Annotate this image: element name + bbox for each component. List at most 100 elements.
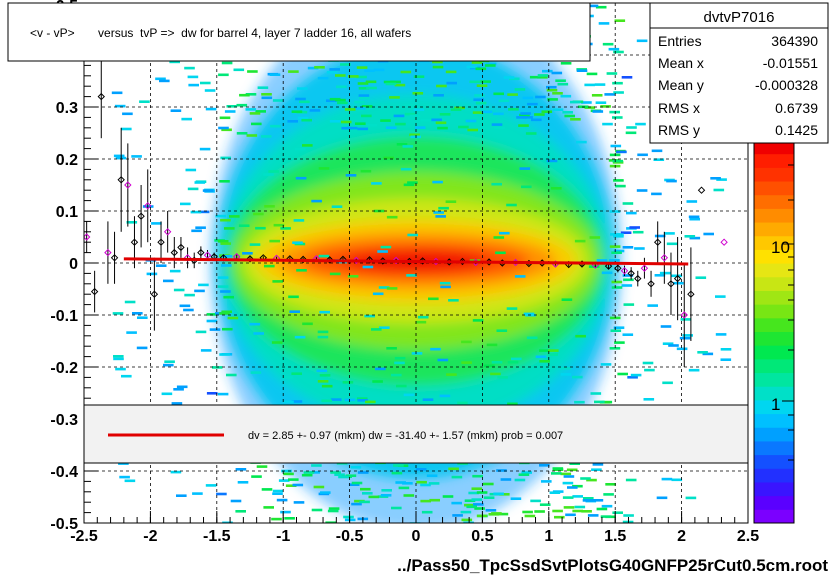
heat-cell (341, 126, 352, 130)
heat-cell (221, 310, 232, 314)
heat-cell (452, 514, 463, 517)
heat-cell (596, 507, 608, 511)
heat-cell (221, 264, 232, 267)
heat-cell (560, 367, 571, 370)
x-axis-title: ../Pass50_TpcSsdSvtPlotsG40GNFP25rCut0.5… (397, 556, 828, 575)
heat-cell (264, 205, 275, 208)
profile-point (697, 186, 706, 194)
heat-cell (582, 499, 594, 502)
heat-cell (111, 91, 123, 95)
heat-cell (151, 222, 162, 225)
heat-cell (340, 63, 351, 66)
heat-cell (644, 368, 655, 372)
heat-cell (594, 83, 606, 86)
heat-cell (587, 4, 599, 8)
heat-cell (378, 286, 390, 289)
heat-cell (493, 492, 504, 496)
heat-cell (426, 474, 438, 477)
heat-cell (612, 159, 624, 163)
heat-cell (155, 77, 166, 81)
heat-cell (386, 287, 398, 290)
profile-marker (667, 280, 675, 288)
heat-cell (463, 521, 474, 523)
heat-cell (676, 347, 688, 351)
heat-cell (566, 468, 578, 472)
heat-cell (318, 167, 330, 170)
heat-cell (609, 259, 620, 262)
profile-marker (365, 256, 374, 264)
heat-cell (451, 475, 463, 479)
heat-cell (389, 96, 400, 99)
heat-cell (581, 101, 592, 104)
heat-cell (317, 380, 329, 383)
heat-cell (268, 170, 279, 173)
heat-cell (483, 482, 494, 486)
heat-cell (514, 275, 526, 278)
y-tick-label: 0.3 (56, 100, 78, 117)
heat-cell (403, 393, 415, 397)
profile-point (687, 247, 695, 341)
heat-cell (122, 112, 133, 116)
heat-cell (433, 211, 444, 214)
heat-cell (552, 108, 564, 111)
heat-cell (413, 75, 425, 78)
heat-cell (647, 304, 658, 307)
x-tick-label: -0.5 (336, 528, 364, 545)
heat-cell (242, 252, 253, 255)
profile-marker (177, 243, 185, 252)
heat-cell (689, 217, 700, 221)
colorbar-segment (754, 167, 794, 182)
heat-cell (301, 473, 313, 477)
heat-cell (599, 401, 611, 404)
heat-cell (236, 132, 248, 135)
heat-cell (326, 71, 338, 74)
heat-cell (291, 372, 302, 375)
heat-cell (461, 340, 472, 344)
heat-cell (295, 97, 306, 101)
heat-cell (572, 509, 583, 513)
heat-cell (486, 343, 498, 347)
heat-cell (163, 279, 174, 283)
heat-cell (702, 352, 714, 356)
heat-cell (684, 235, 696, 238)
heat-cell (715, 295, 726, 298)
heat-cell (498, 99, 510, 103)
heat-cell (549, 491, 561, 494)
heat-cell (458, 125, 469, 129)
heat-cell (496, 469, 507, 472)
heat-cell (606, 72, 618, 75)
heat-cell (359, 96, 370, 100)
heat-cell (400, 70, 412, 74)
heat-cell (586, 72, 598, 76)
heat-cell (574, 400, 585, 404)
heat-cell (445, 70, 457, 74)
heat-cell (602, 42, 614, 46)
heat-cell (180, 202, 191, 206)
heat-cell (139, 100, 150, 103)
heat-cell (457, 401, 468, 405)
heat-cell (170, 109, 182, 112)
heat-cell (516, 116, 527, 119)
heat-cell (316, 369, 328, 373)
heat-cell (317, 335, 329, 339)
heat-cell (307, 66, 319, 70)
heat-cell (437, 126, 448, 130)
heat-cell (321, 399, 332, 403)
heat-cell (574, 505, 586, 509)
heat-cell (642, 361, 654, 365)
stats-value-mean-y: -0.000328 (755, 77, 818, 93)
heat-cell (113, 154, 125, 158)
heat-cell (288, 478, 299, 481)
profile-point (627, 267, 635, 280)
heat-cell (537, 74, 549, 77)
heat-cell (623, 303, 635, 306)
heat-cell (428, 482, 440, 485)
heat-cell (187, 187, 199, 191)
heat-cell (354, 100, 365, 104)
heat-cell (255, 110, 266, 113)
heat-cell (415, 320, 427, 324)
heat-cell (605, 483, 616, 486)
heat-cell (574, 239, 586, 243)
x-tick-label: 1 (544, 528, 553, 545)
heat-cell (622, 333, 634, 336)
